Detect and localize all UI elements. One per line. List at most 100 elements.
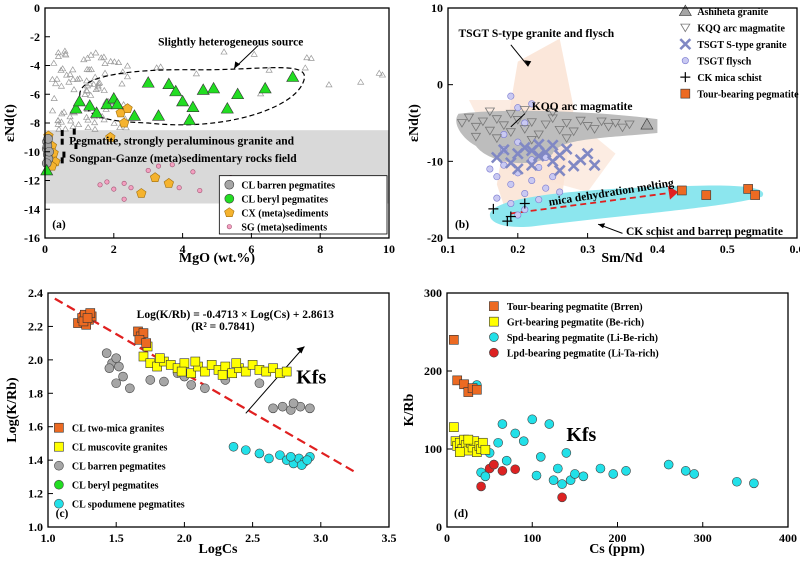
beryl-pegmatite-point xyxy=(141,76,155,88)
tsgt-flysch-point xyxy=(528,100,536,108)
spd-pegmatite-point xyxy=(510,428,521,439)
background-point xyxy=(257,90,265,97)
beryl-pegmatite-point xyxy=(207,81,221,94)
kqq-point xyxy=(540,120,551,130)
y-tick-label: 10 xyxy=(431,1,443,15)
panel-label: (d) xyxy=(454,508,468,520)
legend-label: SG (meta)sediments xyxy=(241,223,327,234)
lpd-pegmatite-series xyxy=(476,459,567,503)
kqq-point xyxy=(596,117,607,127)
y-axis-label: εNd(t) xyxy=(407,104,422,142)
kqq-arrow xyxy=(510,113,526,128)
lpd-pegmatite-point xyxy=(510,464,521,475)
barren-pegmatite-point xyxy=(104,363,115,374)
background-point xyxy=(94,82,102,89)
muscovite-granite-point xyxy=(206,360,217,370)
background-point xyxy=(90,80,98,87)
beryl-pegmatite-point xyxy=(286,70,300,82)
background-point xyxy=(54,49,62,56)
plot-frame xyxy=(447,7,798,239)
background-point xyxy=(92,49,100,56)
tsgt-flysch-point xyxy=(507,92,515,100)
cx-sediment-point xyxy=(105,132,116,142)
legend-marker xyxy=(680,23,691,33)
beryl-pegmatite-point xyxy=(72,94,86,107)
kqq-point xyxy=(547,108,558,118)
barren-pegmatite-point xyxy=(288,398,299,409)
legend-label: Grt-bearing pegmatite (Be-rich) xyxy=(507,318,644,329)
barren-pegmatite-point xyxy=(125,383,135,394)
lpd-pegmatite-point xyxy=(489,459,499,470)
legend-label: CX (meta)sediments xyxy=(241,209,328,220)
kqq-point xyxy=(491,134,503,144)
dehydration-arrowhead xyxy=(667,185,679,200)
tsgt-flysch-point xyxy=(507,180,515,188)
background-point xyxy=(80,56,88,63)
kqq-point xyxy=(491,115,503,124)
barren-pegmatite-point xyxy=(101,348,112,358)
panel-label: (c) xyxy=(56,508,69,520)
cx-sediment-point xyxy=(119,117,130,128)
ck-schist-series xyxy=(488,198,530,227)
x-tick-label: 1.0 xyxy=(41,531,56,545)
spd-pegmatite-point xyxy=(544,419,555,429)
cx-sediment-point xyxy=(122,103,133,113)
spd-pegmatite-point xyxy=(527,414,538,425)
kqq-point xyxy=(561,134,572,144)
y-tick-label: -4 xyxy=(30,59,40,73)
background-point xyxy=(63,71,71,78)
muscovite-granite-series xyxy=(138,341,292,380)
background-point xyxy=(50,94,58,101)
ashiheta-point xyxy=(640,117,654,130)
kqq-point xyxy=(477,117,489,127)
background-point xyxy=(250,50,258,57)
x-tick-label: 2.5 xyxy=(245,531,260,545)
kqq-point xyxy=(463,113,475,123)
background-point xyxy=(375,69,383,76)
background-point xyxy=(100,53,108,60)
panel-d: Kfs Tour-bearing pegmatite (Brren) Grt-bea… xyxy=(402,286,797,557)
kqq-series xyxy=(456,106,635,145)
y-tick-label: -20 xyxy=(427,231,443,245)
spodumene-pegmatite-point xyxy=(264,453,274,464)
legend-box xyxy=(218,175,388,235)
legend-label: CL two-mica granites xyxy=(72,424,164,435)
tour-pegmatite-series xyxy=(677,184,760,200)
beryl-pegmatite-point xyxy=(40,163,54,176)
x-tick-label: 10 xyxy=(383,242,395,256)
legend-label: Spd-bearing pegmatite (Li-Be-rich) xyxy=(507,333,658,344)
legend-marker xyxy=(489,332,499,342)
background-point xyxy=(123,73,132,80)
legend-marker xyxy=(489,316,499,327)
background-point xyxy=(48,107,57,114)
legend-marker xyxy=(681,57,689,65)
beryl-pegmatite-point xyxy=(196,83,210,95)
barren-pegmatite-series xyxy=(101,348,315,415)
tsgt-flysch-point xyxy=(507,200,515,208)
tsgt-granite-point-stroke xyxy=(581,147,594,160)
y-axis-label: εNd(t) xyxy=(3,104,18,142)
x-tick-label: 8 xyxy=(317,242,323,256)
muscovite-granite-point xyxy=(227,368,237,379)
spodumene-pegmatite-point xyxy=(285,451,296,462)
tsgt-granite-point-stroke xyxy=(560,143,573,155)
muscovite-granite-point xyxy=(155,353,165,363)
tsgt-flysch-point xyxy=(521,190,529,198)
tsgt-granite-point xyxy=(497,143,510,156)
muscovite-granite-point xyxy=(231,358,242,369)
spd-pegmatite-point xyxy=(621,466,631,476)
legend-d: Tour-bearing pegmatite (Brren) Grt-bearin… xyxy=(489,301,659,360)
background-point xyxy=(100,116,108,123)
background-point xyxy=(57,82,66,89)
spodumene-pegmatite-point xyxy=(240,445,251,455)
y-tick-label: -14 xyxy=(24,202,40,216)
kqq-point xyxy=(505,128,517,137)
sg-sediment-point xyxy=(190,169,196,175)
y-tick-label: 2.4 xyxy=(28,286,43,300)
beryl-pegmatite-point xyxy=(162,77,176,89)
spd-pegmatite-point xyxy=(497,419,508,429)
background-point xyxy=(82,86,91,93)
barren-pegmatite-point xyxy=(114,361,124,372)
beryl-pegmatite-point xyxy=(127,109,141,121)
y-tick-label: 2.2 xyxy=(28,319,43,333)
